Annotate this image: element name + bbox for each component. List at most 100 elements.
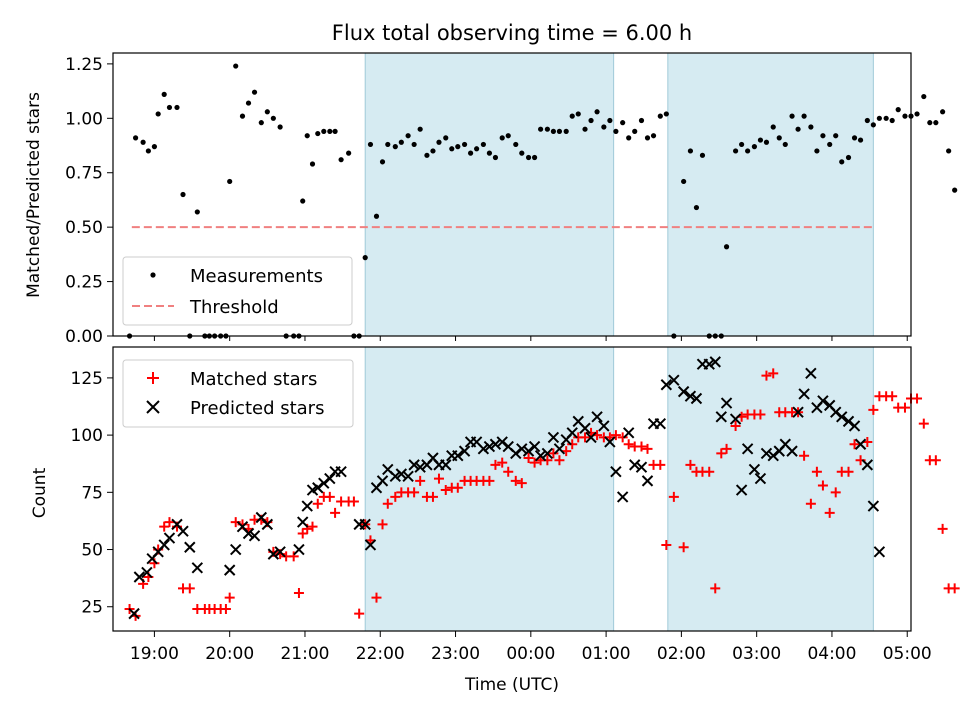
predicted-point bbox=[274, 546, 286, 558]
measurement-point bbox=[933, 120, 939, 126]
measurement-point bbox=[430, 148, 436, 154]
predicted-point bbox=[579, 422, 591, 434]
predicted-point bbox=[735, 484, 748, 496]
predicted-point bbox=[452, 449, 464, 462]
matched-point bbox=[918, 418, 929, 429]
measurement-point bbox=[155, 111, 161, 117]
predicted-point bbox=[496, 436, 508, 448]
predicted-point bbox=[267, 548, 280, 560]
observing-window-shading bbox=[364, 52, 874, 337]
predicted-point bbox=[622, 427, 635, 439]
measurement-point bbox=[332, 128, 338, 134]
measurement-point bbox=[952, 187, 958, 193]
matched-point bbox=[817, 480, 828, 491]
predicted-point bbox=[748, 463, 761, 476]
measurement-point bbox=[531, 154, 538, 161]
predicted-point bbox=[191, 562, 204, 574]
measurement-point bbox=[151, 144, 158, 150]
predicted-point bbox=[709, 356, 721, 368]
measurement-point bbox=[486, 150, 493, 156]
matched-point bbox=[617, 432, 628, 443]
matched-point bbox=[655, 459, 666, 470]
matched-point bbox=[636, 441, 647, 452]
predicted-point bbox=[534, 449, 547, 462]
top-x-ticks bbox=[153, 336, 908, 341]
matched-point bbox=[899, 402, 910, 413]
predicted-point bbox=[720, 397, 733, 409]
predicted-point bbox=[786, 445, 798, 457]
matched-point bbox=[868, 404, 879, 415]
measurement-point bbox=[161, 91, 167, 97]
matched-point bbox=[427, 491, 438, 502]
measurement-point bbox=[575, 111, 581, 117]
measurement-point bbox=[782, 141, 788, 148]
predicted-point bbox=[741, 443, 754, 455]
measurement-point bbox=[321, 128, 327, 134]
predicted-point bbox=[376, 475, 389, 487]
measurement-point bbox=[870, 122, 876, 128]
measurement-point bbox=[845, 154, 852, 161]
measurement-point bbox=[681, 178, 687, 185]
measurement-point bbox=[367, 141, 374, 148]
predicted-point bbox=[684, 390, 697, 402]
legend-predicted-marker bbox=[146, 400, 160, 414]
measurement-point bbox=[632, 128, 638, 134]
predicted-point bbox=[842, 415, 855, 428]
measurement-point bbox=[914, 111, 920, 117]
measurement-point bbox=[492, 154, 499, 161]
matched-point bbox=[704, 466, 715, 477]
matched-point bbox=[220, 604, 231, 615]
matched-point bbox=[440, 485, 451, 496]
predicted-point bbox=[703, 358, 715, 370]
predicted-point bbox=[163, 532, 176, 544]
predicted-point bbox=[528, 440, 541, 453]
measurement-point bbox=[732, 148, 739, 154]
measurement-point bbox=[626, 135, 632, 141]
matched-point bbox=[887, 391, 898, 402]
y-tick-label: 50 bbox=[81, 541, 103, 561]
measurement-point bbox=[808, 124, 814, 130]
matched-point bbox=[949, 583, 960, 594]
matched-point bbox=[805, 498, 816, 509]
matched-point bbox=[930, 455, 941, 466]
predicted-point bbox=[440, 459, 452, 471]
matched-point bbox=[503, 466, 514, 477]
matched-point bbox=[371, 592, 382, 603]
predicted-point bbox=[760, 447, 773, 460]
predicted-point bbox=[854, 438, 867, 450]
predicted-point bbox=[754, 472, 767, 485]
measurement-point bbox=[264, 109, 270, 115]
measurement-point bbox=[650, 133, 657, 139]
y-tick-label: 100 bbox=[71, 426, 103, 446]
bottom-legend-box bbox=[122, 359, 354, 428]
x-tick-label: 21:00 bbox=[280, 644, 329, 664]
matched-point bbox=[312, 498, 323, 509]
matched-point bbox=[348, 496, 359, 507]
measurement-point bbox=[814, 148, 820, 154]
top-legend: Measurements Threshold bbox=[122, 256, 353, 326]
measurement-point bbox=[174, 104, 180, 111]
measurement-point bbox=[338, 157, 344, 163]
matched-point bbox=[390, 491, 401, 502]
x-tick-label: 04:00 bbox=[807, 644, 856, 664]
measurement-point bbox=[245, 100, 252, 106]
measurement-point bbox=[820, 133, 826, 139]
measurement-point bbox=[424, 152, 430, 158]
measurement-point bbox=[851, 135, 858, 141]
matched-point bbox=[548, 448, 559, 459]
measurement-point bbox=[638, 117, 645, 124]
predicted-point bbox=[610, 466, 622, 478]
x-tick-label: 03:00 bbox=[732, 644, 781, 664]
bottom-y-label: Count bbox=[30, 467, 50, 518]
x-tick-label: 02:00 bbox=[657, 644, 706, 664]
predicted-point bbox=[408, 459, 420, 471]
y-tick-label: 0.75 bbox=[65, 164, 103, 184]
top-plot-frame bbox=[112, 52, 912, 337]
predicted-point bbox=[792, 406, 804, 418]
measurement-point bbox=[417, 126, 423, 132]
measurement-point bbox=[940, 109, 946, 115]
measurement-point bbox=[946, 148, 952, 154]
measurement-point bbox=[525, 154, 532, 161]
matched-point bbox=[452, 482, 463, 493]
